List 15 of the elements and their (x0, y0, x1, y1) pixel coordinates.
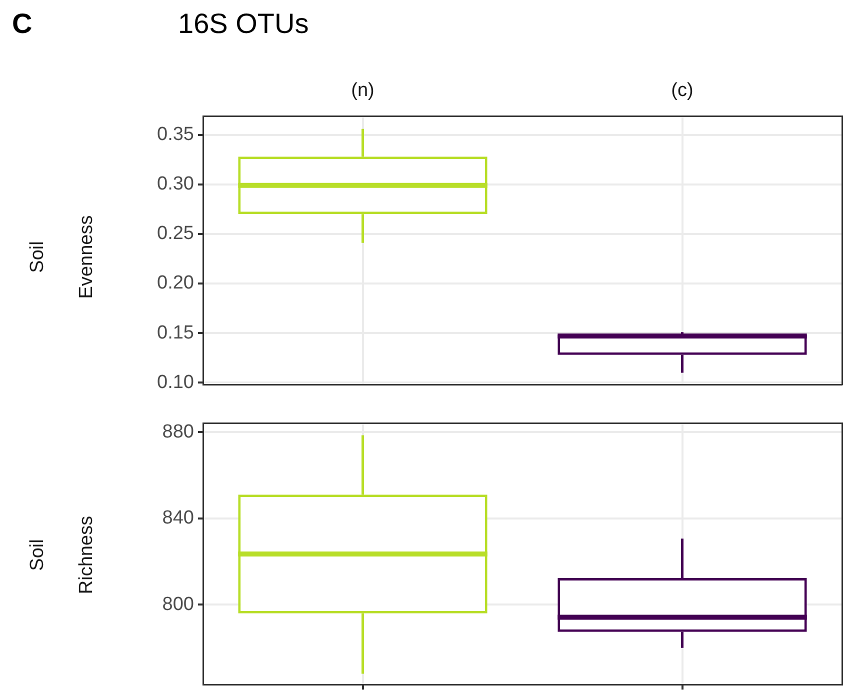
y-tick-label: 0.20 (157, 272, 194, 294)
y-tick-label: 880 (162, 421, 194, 442)
y-tick-label: 0.30 (157, 174, 194, 195)
chart-title: 16S OTUs (178, 8, 309, 40)
y-tick-label: 0.25 (157, 223, 194, 244)
text: Soil Evenness (27, 215, 97, 299)
y-tick-label: 0.15 (157, 322, 194, 344)
x-tick-label: (c) (671, 80, 694, 101)
y-tick-label: 800 (162, 594, 194, 615)
y-tick-label: 840 (162, 508, 194, 529)
y-tick-label: 0.10 (157, 372, 194, 393)
text: Soil Richness (27, 516, 97, 594)
y-tick-label: 0.35 (157, 124, 194, 146)
x-tick-label: (n) (351, 80, 374, 101)
text: C (12, 8, 32, 40)
